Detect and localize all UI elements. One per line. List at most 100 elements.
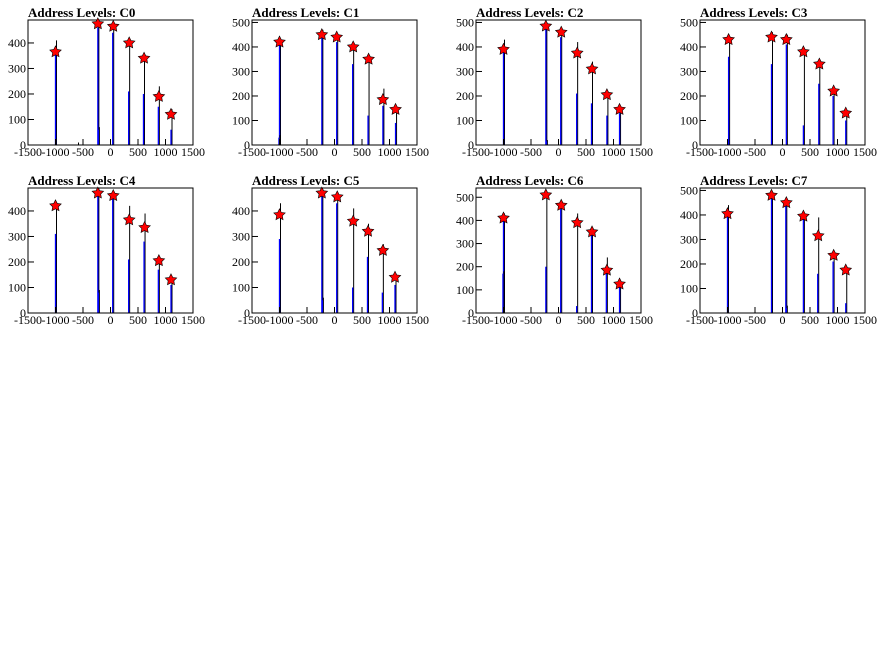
x-tick-label: 500	[129, 145, 147, 159]
x-tick-label: -1500	[462, 145, 490, 159]
x-tick-label: 0	[780, 313, 786, 327]
peak-marker-2	[779, 196, 793, 209]
x-tick-label: -1500	[686, 313, 714, 327]
y-tick-label: 200	[456, 260, 474, 274]
peak-marker-3	[797, 45, 810, 58]
x-tick-label: 500	[577, 313, 595, 327]
peak-marker-1	[539, 188, 553, 201]
x-tick-label: 0	[108, 145, 114, 159]
x-tick-label: -1500	[238, 145, 266, 159]
x-tick-label: -1000	[714, 145, 742, 159]
peak-marker-3	[570, 46, 584, 59]
y-tick-label: 0	[468, 306, 474, 320]
x-tick-label: 0	[332, 313, 338, 327]
chart-title: Address Levels: C6	[476, 173, 584, 188]
y-tick-label: 200	[680, 89, 698, 103]
y-tick-label: 300	[680, 232, 698, 246]
plot-frame	[251, 187, 418, 314]
peak-marker-2	[330, 190, 344, 203]
x-tick-label: 1000	[602, 313, 626, 327]
x-tick-label: 0	[108, 313, 114, 327]
peak-marker-0	[497, 211, 510, 224]
chart-panel-6: Address Levels: C60100200300400500-1500-…	[456, 173, 653, 327]
y-tick-label: 400	[456, 40, 474, 54]
peak-marker-2	[330, 30, 344, 43]
peak-marker-5	[600, 263, 614, 276]
x-tick-label: 0	[556, 313, 562, 327]
chart-panel-4: Address Levels: C4 0 100 200 300 400 -1500 -100…	[8, 173, 205, 327]
x-tick-label: 1000	[378, 145, 402, 159]
peak-marker-3	[797, 209, 810, 222]
peak-marker-6	[164, 273, 178, 286]
peak-marker-4	[585, 225, 599, 238]
chart-title: Address Levels: C2	[476, 5, 583, 20]
x-tick-label: 500	[353, 313, 371, 327]
y-tick-label: 100	[680, 113, 698, 127]
y-tick-label: 200	[8, 87, 26, 101]
y-tick-label: 300	[680, 64, 698, 78]
y-tick-label: 0	[692, 138, 698, 152]
x-tick-label: -1000	[266, 313, 294, 327]
peak-marker-4	[362, 52, 375, 65]
y-tick-label: 100	[456, 113, 474, 127]
peak-marker-6	[613, 102, 626, 115]
y-tick-label: 400	[232, 204, 250, 218]
x-tick-label: -1000	[714, 313, 742, 327]
peak-marker-5	[152, 89, 166, 102]
x-tick-label: -1500	[238, 313, 266, 327]
y-tick-label: 500	[456, 190, 474, 204]
chart-panel-3: Address Levels: C30100200300400500-1500-…	[680, 5, 877, 159]
y-tick-label: 500	[680, 15, 698, 29]
x-tick-label: -1500	[462, 313, 490, 327]
y-tick-label: 400	[456, 213, 474, 227]
y-tick-label: 200	[232, 89, 250, 103]
peak-marker-1	[315, 186, 329, 199]
peak-marker-6	[388, 270, 402, 283]
x-tick-label: -500	[744, 313, 766, 327]
x-tick-label: 0	[332, 145, 338, 159]
peak-marker-2	[106, 19, 120, 32]
y-tick-label: 200	[8, 255, 26, 269]
y-tick-label: 0	[20, 138, 26, 152]
x-tick-label: 1000	[378, 313, 402, 327]
x-tick-label: 1500	[629, 313, 653, 327]
peak-marker-0	[273, 208, 286, 221]
peak-marker-5	[827, 248, 841, 261]
peak-marker-4	[811, 229, 825, 242]
y-tick-label: 400	[680, 208, 698, 222]
y-tick-label: 100	[456, 283, 474, 297]
y-tick-label: 300	[8, 61, 26, 75]
y-tick-label: 100	[680, 281, 698, 295]
y-tick-label: 100	[232, 280, 250, 294]
chart-panel-2: Address Levels: C20100200300400500-1500-…	[456, 5, 653, 159]
peak-marker-3	[122, 213, 136, 226]
x-tick-label: 1000	[154, 145, 178, 159]
chart-title: Address Levels: C0	[28, 5, 135, 20]
peak-marker-4	[585, 62, 599, 75]
chart-title: Address Levels: C3	[700, 5, 808, 20]
peak-marker-6	[389, 102, 402, 115]
plot-frame	[475, 19, 642, 146]
peak-marker-4	[138, 220, 151, 233]
x-tick-label: 0	[780, 145, 786, 159]
peak-marker-0	[721, 207, 734, 220]
peak-marker-0	[273, 35, 286, 48]
peak-marker-6	[839, 106, 853, 119]
peak-marker-6	[613, 277, 626, 290]
y-tick-label: 300	[8, 229, 26, 243]
x-tick-label: 500	[801, 145, 819, 159]
y-tick-label: 0	[244, 138, 250, 152]
y-tick-label: 100	[232, 113, 250, 127]
y-tick-label: 500	[456, 15, 474, 29]
y-tick-label: 400	[680, 40, 698, 54]
y-tick-label: 400	[8, 204, 26, 218]
x-tick-label: -1500	[14, 145, 42, 159]
peak-marker-2	[106, 188, 120, 202]
peak-marker-1	[765, 188, 778, 201]
x-tick-label: 1000	[602, 145, 626, 159]
y-tick-label: 400	[8, 36, 26, 50]
y-tick-label: 300	[232, 64, 250, 78]
peak-marker-1	[765, 30, 778, 43]
peak-marker-2	[554, 25, 568, 38]
peak-marker-4	[361, 224, 375, 237]
